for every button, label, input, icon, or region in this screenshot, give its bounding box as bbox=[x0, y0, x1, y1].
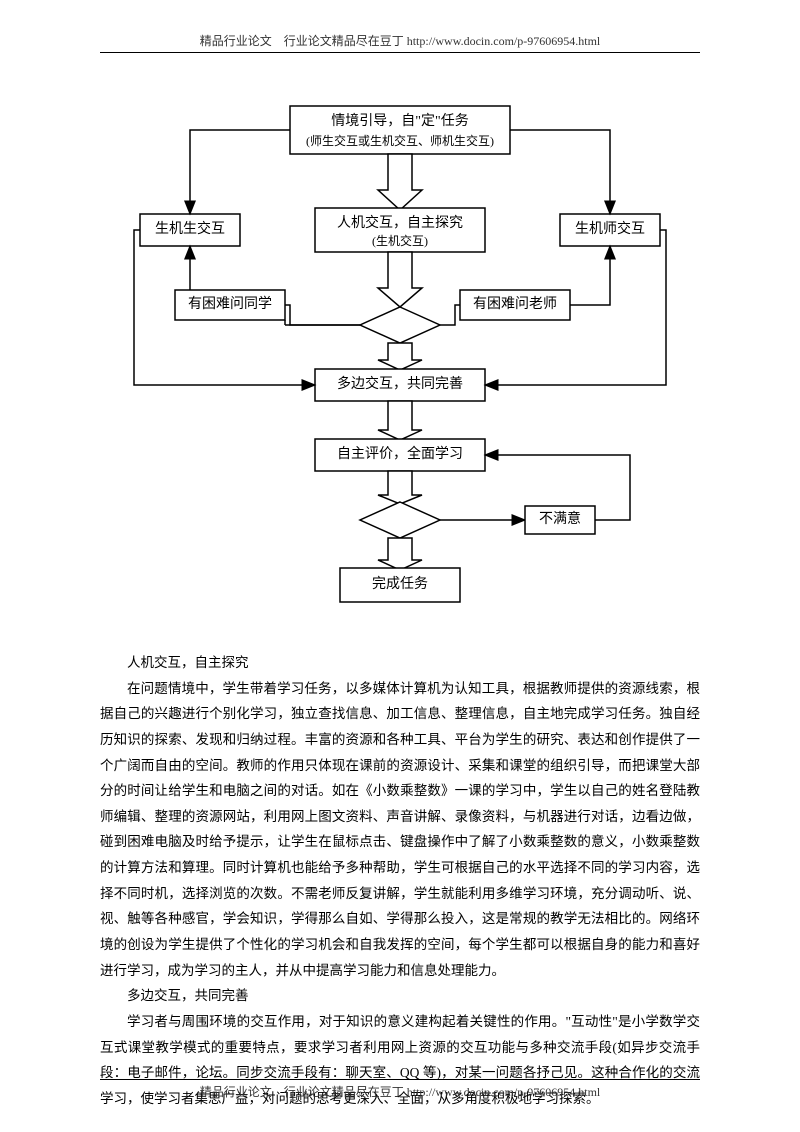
arrow-d1-n5 bbox=[378, 343, 422, 370]
n3l-label: 生机生交互 bbox=[155, 220, 225, 237]
section1-title: 人机交互，自主探究 bbox=[100, 650, 700, 676]
page-header: 精品行业论文 行业论文精品尽在豆丁 http://www.docin.com/p… bbox=[0, 32, 800, 49]
n4r-label: 有困难问老师 bbox=[473, 296, 557, 312]
page-footer: 精品行业论文 行业论文精品尽在豆丁 http://www.docin.com/p… bbox=[0, 1083, 800, 1100]
header-rule bbox=[100, 52, 700, 53]
edge-d1-n4r bbox=[440, 305, 460, 325]
edge-n4r-n3r bbox=[570, 246, 610, 305]
body-text: 人机交互，自主探究 在问题情境中，学生带着学习任务，以多媒体计算机为认知工具，根… bbox=[100, 650, 700, 1112]
section1-body: 在问题情境中，学生带着学习任务，以多媒体计算机为认知工具，根据教师提供的资源线索… bbox=[100, 676, 700, 984]
edge-n1-n3r bbox=[510, 130, 610, 214]
arrow-n6-d2 bbox=[378, 471, 422, 504]
node-d2 bbox=[360, 502, 440, 538]
flowchart: 情境引导，自"定"任务 (师生交互或生机交互、师机生交互) 人机交互，自主探究 … bbox=[130, 100, 670, 620]
n3r-label: 生机师交互 bbox=[575, 220, 645, 237]
n2-line2: (生机交互) bbox=[372, 233, 428, 248]
edge-n1-n3l bbox=[190, 130, 290, 214]
edge-d1-n4l bbox=[285, 305, 360, 325]
n5-label: 多边交互，共同完善 bbox=[337, 375, 463, 392]
n6-label: 自主评价，全面学习 bbox=[337, 445, 463, 462]
n1-line2: (师生交互或生机交互、师机生交互) bbox=[306, 133, 494, 148]
n7r-label: 不满意 bbox=[539, 510, 581, 527]
n8-label: 完成任务 bbox=[372, 576, 428, 592]
arrow-d2-n8 bbox=[378, 538, 422, 570]
node-d1 bbox=[360, 307, 440, 343]
arrow-n5-n6 bbox=[378, 401, 422, 440]
arrow-n2-d1 bbox=[378, 252, 422, 307]
n1-line1: 情境引导，自"定"任务 bbox=[331, 113, 468, 129]
arrow-n1-n2 bbox=[378, 154, 422, 210]
n2-line1: 人机交互，自主探究 bbox=[337, 214, 463, 231]
n4l-label: 有困难问同学 bbox=[188, 296, 272, 312]
footer-rule bbox=[100, 1079, 700, 1080]
section2-title: 多边交互，共同完善 bbox=[100, 983, 700, 1009]
